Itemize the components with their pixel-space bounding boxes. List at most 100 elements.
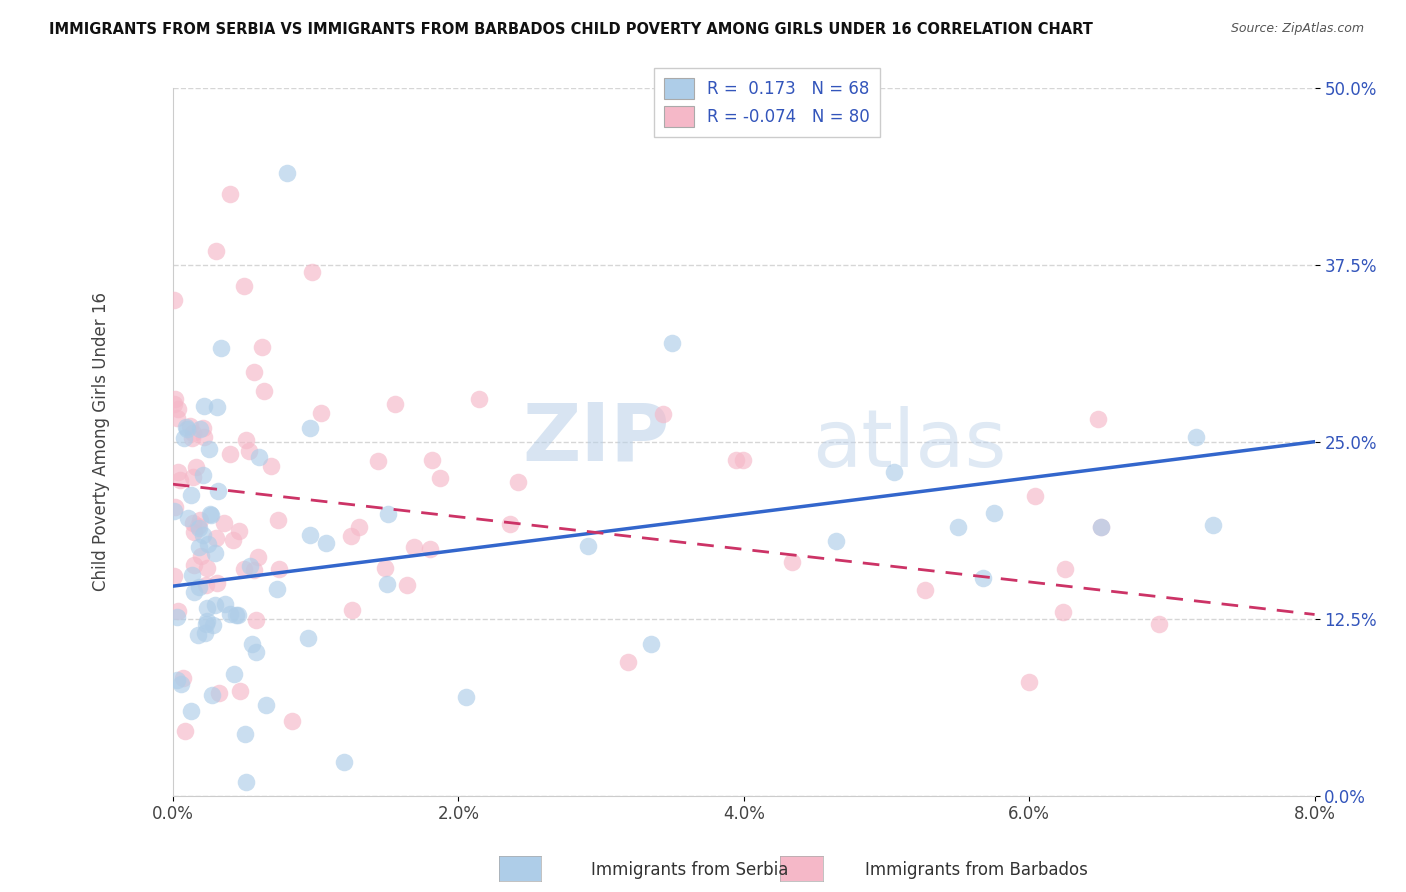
Point: [395, 577, 418, 591]
Text: ZIP: ZIP: [522, 399, 669, 477]
Point: [187, 519, 209, 533]
Point: [235, 433, 257, 447]
Point: [201, 618, 224, 632]
Point: [180, 704, 202, 718]
Point: [254, 698, 277, 712]
Point: [181, 568, 204, 582]
Point: [163, 397, 186, 411]
Point: [180, 488, 202, 502]
Point: [1053, 562, 1076, 576]
Point: [173, 431, 195, 445]
Point: [179, 419, 201, 434]
Point: [298, 528, 321, 542]
Point: [375, 576, 398, 591]
Point: [184, 459, 207, 474]
Point: [165, 500, 187, 515]
Point: [207, 483, 229, 498]
Point: [267, 512, 290, 526]
Point: [239, 559, 262, 574]
Point: [165, 392, 187, 406]
Point: [454, 690, 477, 704]
Point: [183, 558, 205, 572]
Point: [651, 407, 673, 421]
Point: [205, 576, 228, 591]
Point: [914, 582, 936, 597]
Y-axis label: Child Poverty Among Girls Under 16: Child Poverty Among Girls Under 16: [93, 293, 110, 591]
Point: [506, 475, 529, 489]
Point: [1090, 519, 1112, 533]
Point: [1018, 675, 1040, 690]
Point: [225, 607, 247, 622]
Point: [246, 549, 269, 564]
Point: [245, 613, 267, 627]
Point: [197, 537, 219, 551]
Point: [374, 561, 396, 575]
Point: [297, 631, 319, 645]
Point: [188, 512, 211, 526]
Point: [205, 400, 228, 414]
Point: [233, 279, 256, 293]
Point: [163, 503, 186, 517]
Point: [190, 549, 212, 563]
Point: [181, 516, 204, 530]
Point: [724, 453, 747, 467]
Text: Immigrants from Serbia: Immigrants from Serbia: [591, 861, 787, 879]
Point: [193, 626, 215, 640]
Point: [163, 569, 186, 583]
Legend: R =  0.173   N = 68, R = -0.074   N = 80: R = 0.173 N = 68, R = -0.074 N = 80: [654, 68, 880, 137]
Point: [188, 540, 211, 554]
Point: [1202, 518, 1225, 533]
Point: [219, 186, 242, 201]
Point: [429, 471, 451, 485]
Point: [226, 607, 249, 622]
Text: IMMIGRANTS FROM SERBIA VS IMMIGRANTS FROM BARBADOS CHILD POVERTY AMONG GIRLS UND: IMMIGRANTS FROM SERBIA VS IMMIGRANTS FRO…: [49, 22, 1092, 37]
Point: [174, 419, 197, 434]
Point: [208, 686, 231, 700]
Point: [250, 340, 273, 354]
Point: [1087, 412, 1109, 426]
Point: [195, 578, 218, 592]
Point: [166, 673, 188, 688]
Point: [253, 384, 276, 398]
Point: [219, 607, 242, 621]
Point: [640, 637, 662, 651]
Point: [281, 714, 304, 728]
Point: [983, 506, 1005, 520]
Text: Immigrants from Barbados: Immigrants from Barbados: [865, 861, 1088, 879]
Point: [1147, 616, 1170, 631]
Point: [212, 516, 235, 530]
Point: [204, 546, 226, 560]
Point: [183, 585, 205, 599]
Point: [222, 667, 245, 681]
Text: atlas: atlas: [813, 406, 1007, 484]
Point: [187, 580, 209, 594]
Point: [617, 656, 640, 670]
Point: [276, 166, 298, 180]
Point: [166, 610, 188, 624]
Point: [468, 392, 491, 406]
Point: [166, 410, 188, 425]
Point: [731, 452, 754, 467]
Point: [340, 602, 363, 616]
Point: [269, 562, 291, 576]
Point: [946, 519, 969, 533]
Point: [183, 525, 205, 540]
Point: [201, 688, 224, 702]
Point: [204, 599, 226, 613]
Point: [883, 466, 905, 480]
Point: [163, 293, 186, 308]
Point: [235, 774, 257, 789]
Point: [576, 539, 599, 553]
Point: [661, 335, 683, 350]
Point: [166, 604, 188, 618]
Point: [228, 524, 250, 539]
Point: [214, 597, 236, 611]
Point: [170, 676, 193, 690]
Point: [204, 244, 226, 258]
Point: [243, 366, 266, 380]
Point: [193, 421, 215, 435]
Point: [195, 561, 218, 575]
Point: [333, 755, 356, 769]
Point: [825, 533, 848, 548]
Point: [181, 470, 204, 484]
